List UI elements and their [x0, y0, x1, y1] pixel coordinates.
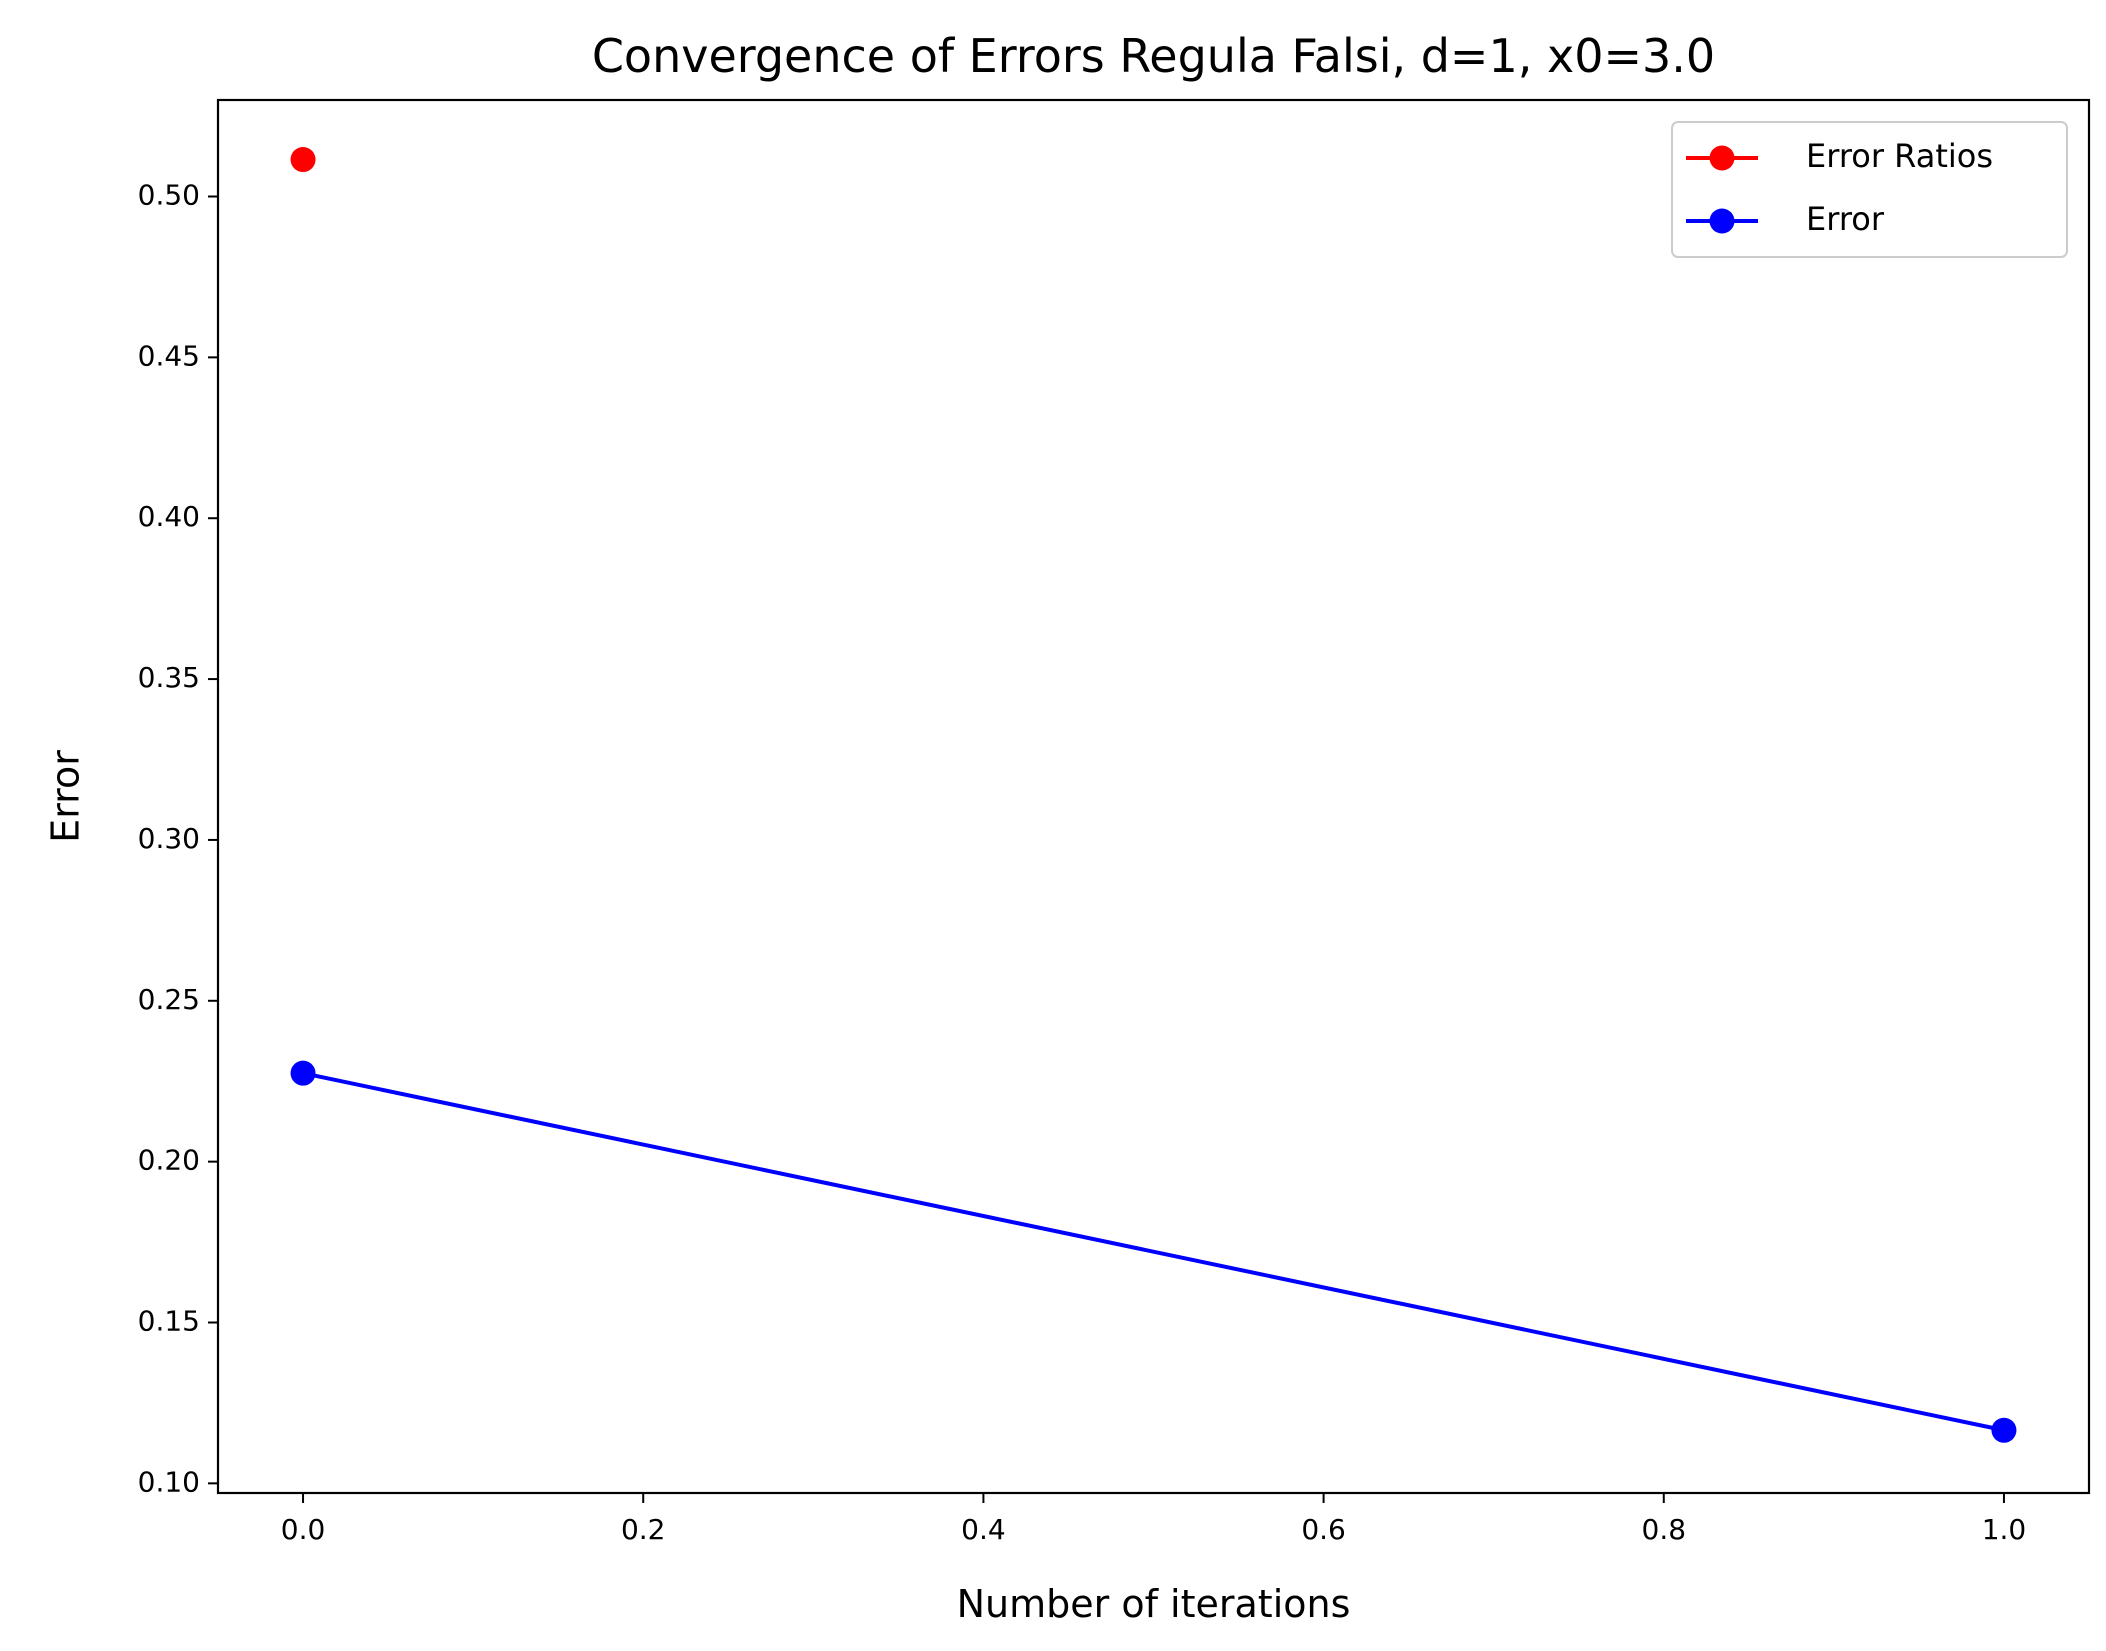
series-line [302, 1071, 2005, 1433]
y-tick-label: 0.30 [138, 822, 200, 855]
legend-label: Error [1806, 200, 1885, 238]
x-tick-label: 0.8 [1642, 1513, 1687, 1546]
plot-frame [216, 98, 2091, 1495]
y-tick-label: 0.10 [138, 1465, 200, 1498]
y-tick-label: 0.15 [138, 1304, 200, 1337]
legend: Error Ratios Error [1671, 121, 2068, 258]
legend-marker [1709, 208, 1735, 234]
y-tick-label: 0.25 [138, 983, 200, 1016]
chart-title: Convergence of Errors Regula Falsi, d=1,… [592, 29, 1715, 83]
y-axis-ticks: 0.10 0.15 0.20 0.25 0.30 0.35 0.40 0.45 0.50 [138, 179, 218, 1498]
series-layer [290, 147, 2017, 1443]
x-tick-label: 0.6 [1301, 1513, 1346, 1546]
y-tick-label: 0.35 [138, 661, 200, 694]
y-axis-label: Error [44, 750, 88, 843]
series-error [290, 1060, 2017, 1443]
data-point [1991, 1417, 2017, 1443]
data-point [290, 147, 316, 173]
x-tick-label: 0.4 [961, 1513, 1006, 1546]
x-axis-label: Number of iterations [957, 1582, 1351, 1626]
y-tick-label: 0.45 [138, 339, 200, 372]
x-axis-ticks: 0.0 0.2 0.4 0.6 0.8 1.0 [281, 1493, 2026, 1546]
y-tick-label: 0.20 [138, 1144, 200, 1177]
x-tick-label: 0.0 [281, 1513, 326, 1546]
series-error-ratios [290, 147, 316, 173]
y-tick-label: 0.50 [138, 179, 200, 212]
y-tick-label: 0.40 [138, 500, 200, 533]
x-tick-label: 0.2 [621, 1513, 666, 1546]
data-point [290, 1060, 316, 1086]
legend-frame [1671, 121, 2068, 258]
legend-label: Error Ratios [1806, 137, 1993, 175]
x-tick-label: 1.0 [1982, 1513, 2027, 1546]
legend-marker [1709, 145, 1735, 171]
